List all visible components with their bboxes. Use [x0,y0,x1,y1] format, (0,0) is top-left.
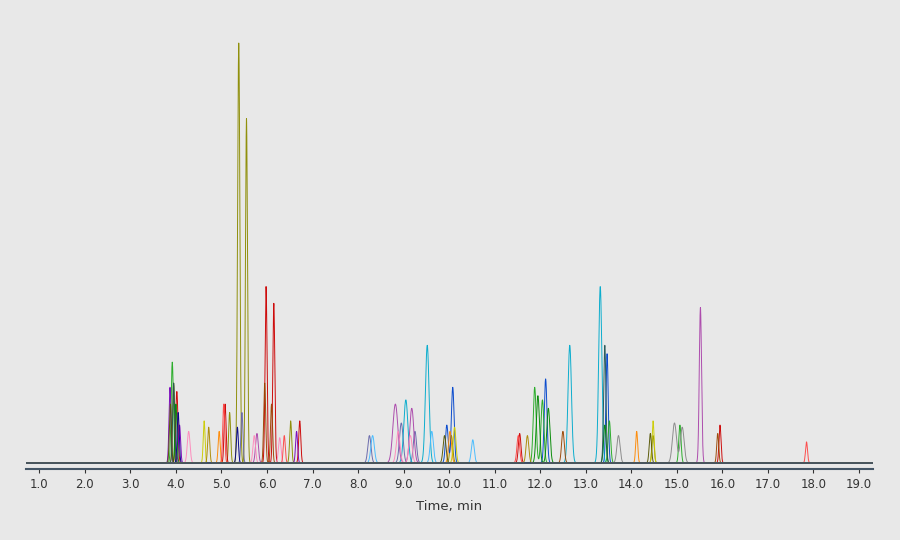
X-axis label: Time, min: Time, min [416,500,482,512]
